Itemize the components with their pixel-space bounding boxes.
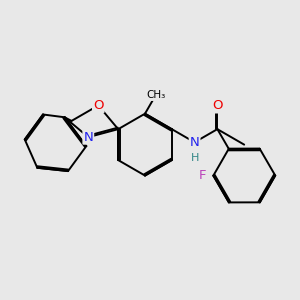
Text: N: N	[83, 131, 93, 144]
Text: O: O	[93, 99, 104, 112]
Text: N: N	[190, 136, 200, 149]
Text: H: H	[190, 153, 199, 163]
Text: O: O	[212, 99, 223, 112]
Text: CH₃: CH₃	[146, 90, 166, 100]
Text: F: F	[199, 169, 206, 182]
